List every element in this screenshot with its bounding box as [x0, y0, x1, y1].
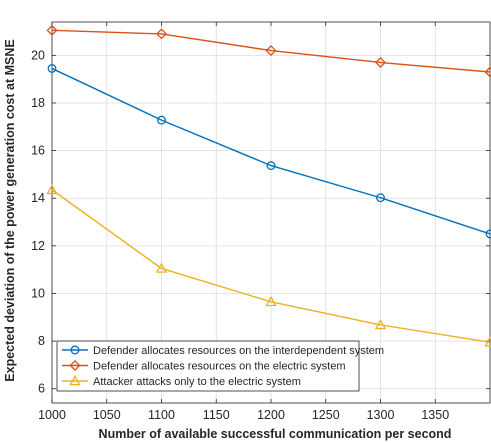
data-point [485, 229, 491, 239]
legend-label: Defender allocates resources on the elec… [93, 361, 346, 373]
series-line [51, 189, 491, 343]
series-triangle [46, 183, 491, 347]
legend-item: Attacker attacks only to the electric sy… [62, 375, 301, 388]
legend: Defender allocates resources on the inte… [56, 340, 384, 392]
legend-item: Defender allocates resources on the elec… [62, 359, 346, 373]
x-axis-ticks: 1000 1050 1100 1150 1200 1250 1300 1350 [38, 22, 449, 422]
legend-label: Defender allocates resources on the inte… [93, 345, 384, 357]
y-tick-label: 6 [38, 382, 45, 396]
y-tick-label: 16 [31, 144, 45, 158]
data-point [265, 295, 277, 307]
data-point [46, 183, 58, 195]
x-tick-label: 1200 [257, 408, 285, 422]
y-tick-label: 12 [31, 239, 45, 253]
data-point [376, 193, 385, 203]
data-point [265, 45, 277, 57]
y-axis-ticks: 6 8 10 12 14 16 18 20 [31, 48, 490, 396]
series-circle [47, 63, 491, 239]
data-point [157, 115, 166, 125]
data-point [484, 66, 491, 78]
data-point [47, 63, 57, 73]
y-tick-label: 20 [31, 48, 45, 62]
data-point [46, 24, 58, 36]
series-diamond [46, 24, 491, 78]
y-tick-label: 14 [31, 191, 45, 205]
legend-item: Defender allocates resources on the inte… [62, 345, 384, 357]
legend-marker [70, 345, 80, 355]
series-layer [46, 24, 491, 347]
y-axis-label: Expected deviation of the power generati… [3, 39, 17, 381]
data-point [155, 262, 168, 273]
legend-marker [69, 375, 81, 386]
y-tick-label: 18 [31, 96, 45, 110]
x-tick-label: 1250 [312, 408, 340, 422]
y-tick-label: 10 [31, 286, 45, 300]
data-point [266, 161, 276, 171]
x-tick-label: 1350 [421, 408, 449, 422]
legend-label: Attacker attacks only to the electric sy… [93, 376, 301, 388]
data-point [484, 336, 491, 347]
data-point [374, 56, 387, 69]
legend-box [56, 340, 360, 392]
series-line [51, 67, 491, 235]
y-tick-label: 8 [38, 334, 45, 348]
x-tick-label: 1050 [93, 408, 121, 422]
x-tick-label: 1000 [38, 408, 66, 422]
x-axis-label: Number of available successful communica… [99, 427, 452, 441]
x-tick-label: 1100 [148, 408, 175, 422]
x-tick-label: 1300 [367, 408, 395, 422]
series-line [51, 29, 491, 73]
x-tick-label: 1150 [203, 408, 230, 422]
data-point [155, 28, 168, 40]
legend-marker [69, 359, 81, 372]
data-point [374, 318, 387, 330]
